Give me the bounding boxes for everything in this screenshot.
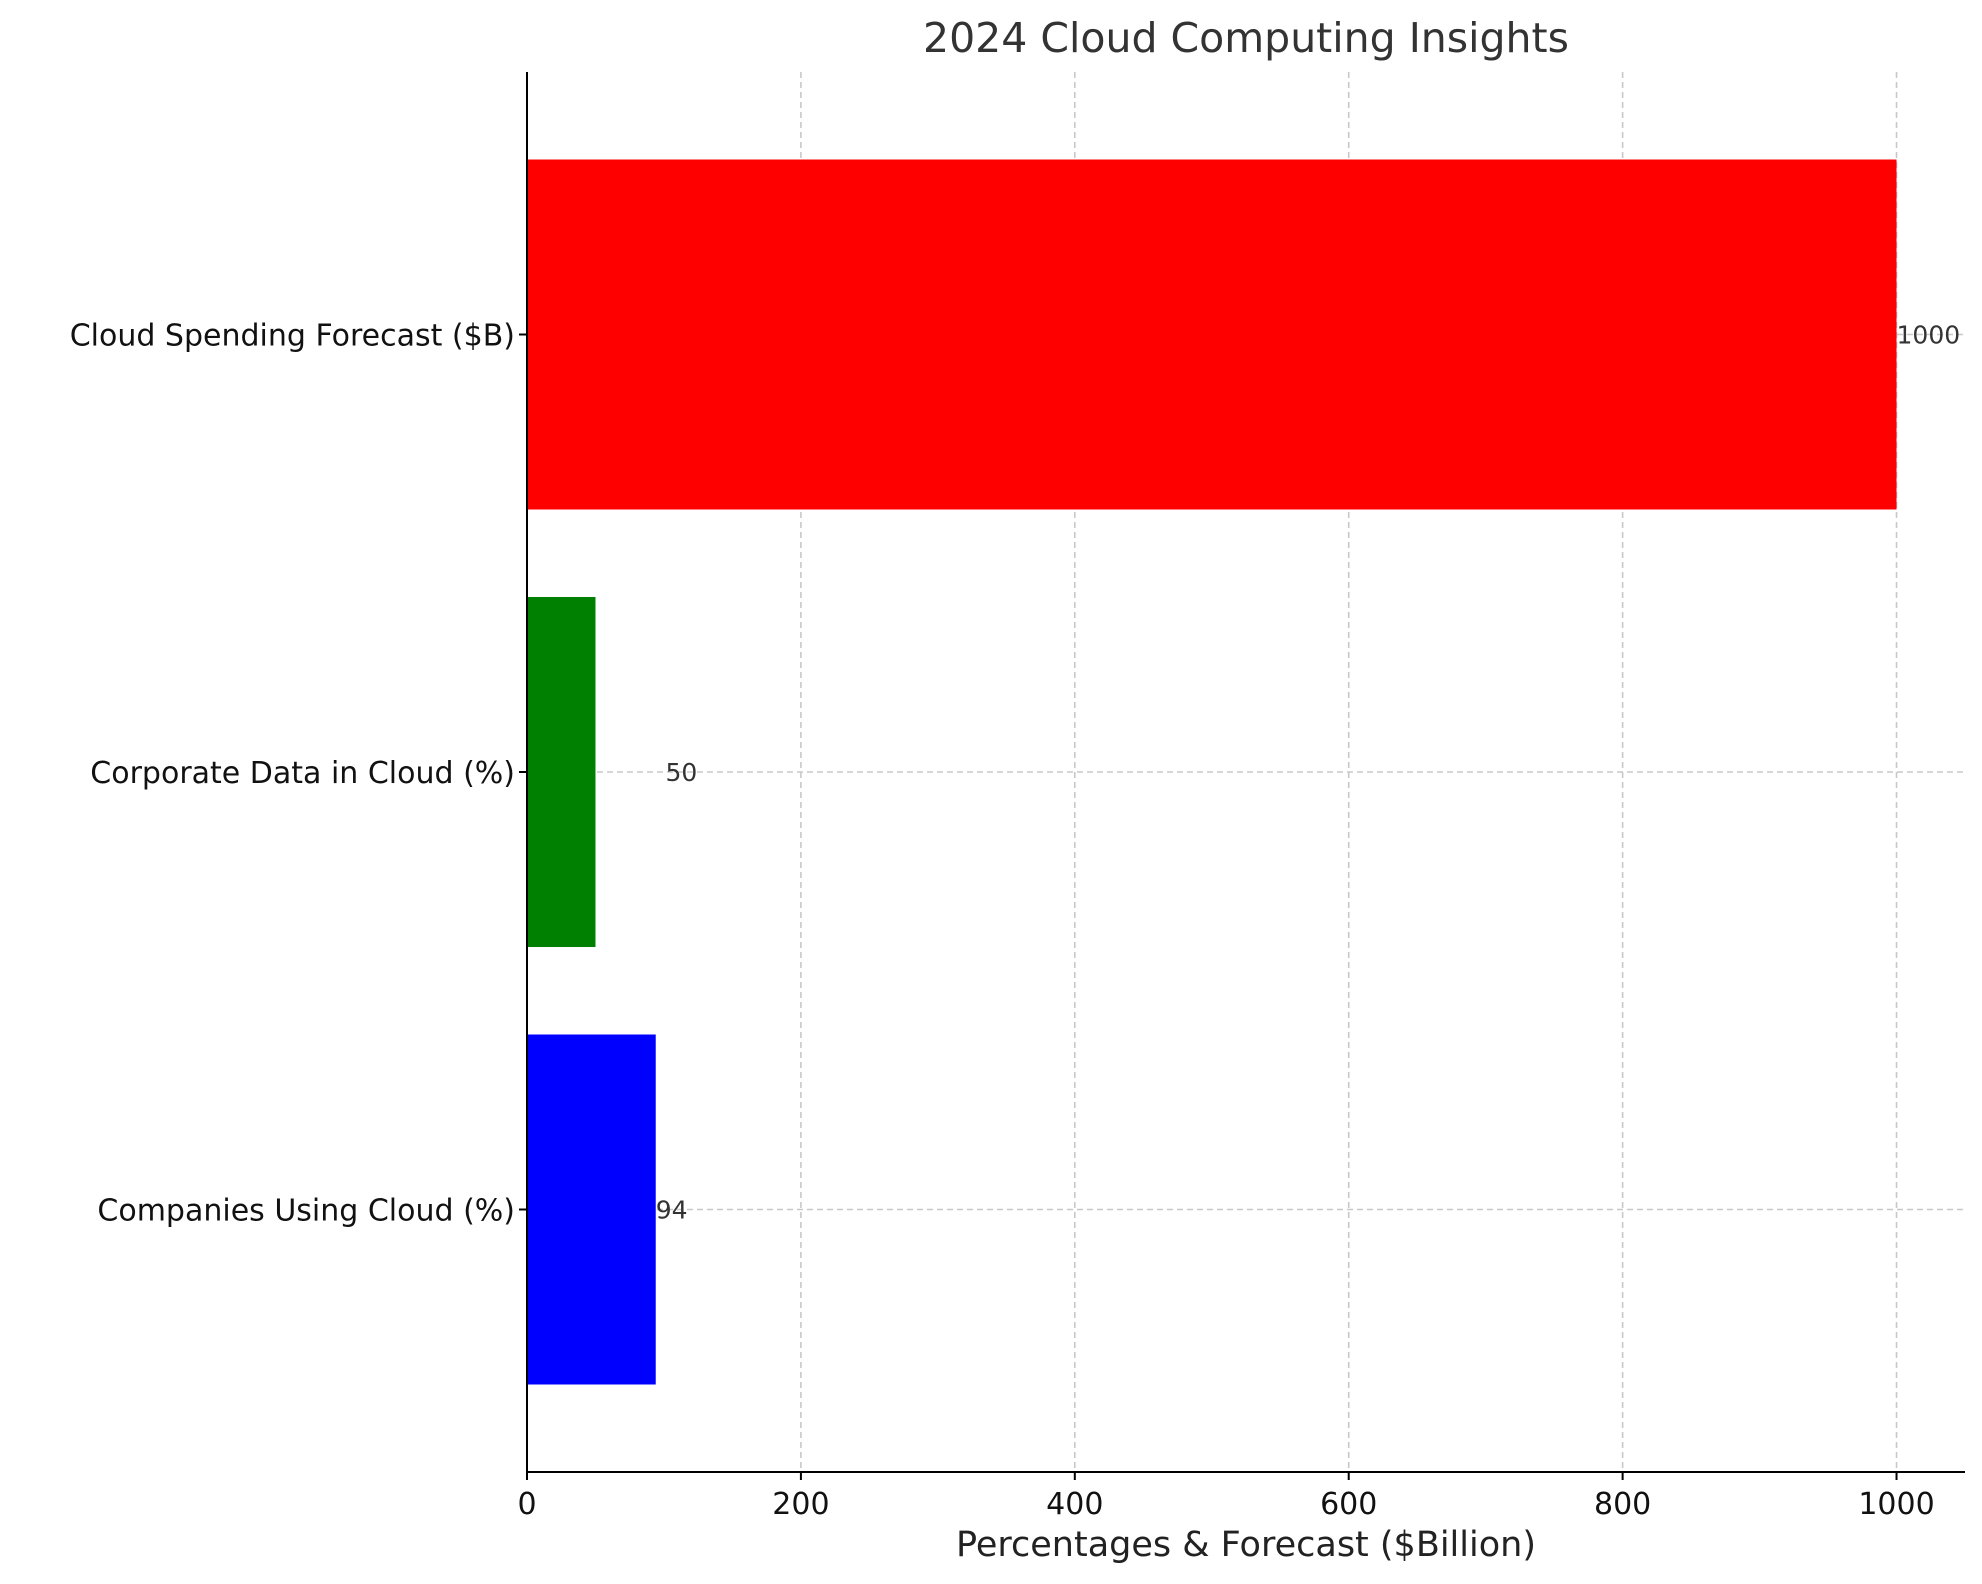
- bar-1: [527, 597, 596, 947]
- x-tick-label-1: 200: [772, 1487, 829, 1522]
- bar-2: [527, 159, 1897, 510]
- bar-0: [527, 1034, 656, 1385]
- y-tick-label-2: Cloud Spending Forecast ($B): [70, 319, 515, 354]
- labels-layer: 0 200 400 600 800 1000 Companies Using Cloud (…: [70, 319, 1960, 1523]
- bars-layer: [527, 159, 1897, 1385]
- y-tick-label-0: Companies Using Cloud (%): [97, 1194, 515, 1229]
- x-tick-label-0: 0: [517, 1487, 536, 1522]
- x-tick-label-2: 400: [1046, 1487, 1103, 1522]
- value-label-1: 50: [665, 758, 697, 787]
- value-label-2: 1000: [1897, 321, 1961, 350]
- chart-title: 2024 Cloud Computing Insights: [923, 14, 1569, 62]
- x-tick-label-4: 800: [1594, 1487, 1651, 1522]
- x-axis-label: Percentages & Forecast ($Billion): [956, 1525, 1536, 1565]
- y-tick-label-1: Corporate Data in Cloud (%): [90, 756, 515, 791]
- x-tick-label-3: 600: [1320, 1487, 1377, 1522]
- value-label-0: 94: [656, 1196, 688, 1225]
- x-tick-label-5: 1000: [1858, 1487, 1934, 1522]
